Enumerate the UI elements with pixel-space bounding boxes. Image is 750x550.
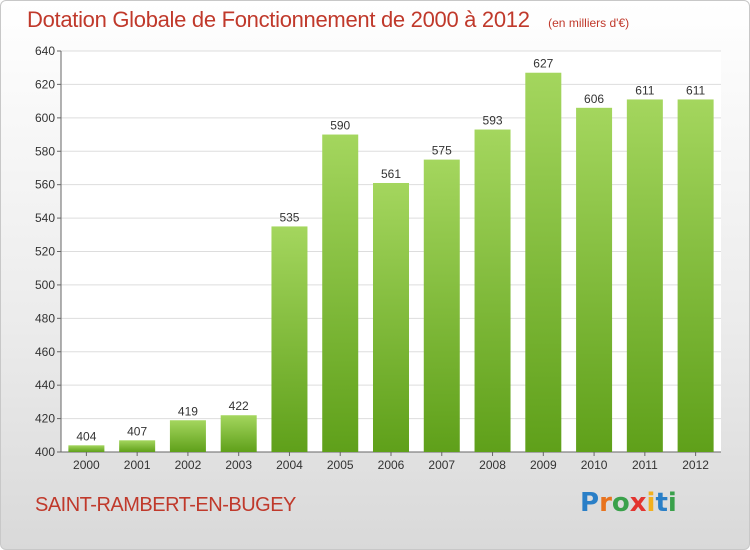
y-tick-label: 400 xyxy=(35,445,55,459)
bar-value-label: 535 xyxy=(279,210,299,224)
bar-value-label: 561 xyxy=(381,167,401,181)
y-tick-label: 560 xyxy=(35,178,55,192)
bar-value-label: 611 xyxy=(635,83,654,97)
bar-value-label: 606 xyxy=(584,92,604,106)
bar-value-label: 422 xyxy=(229,399,249,413)
bar-value-label: 404 xyxy=(76,429,96,443)
bar xyxy=(322,134,359,452)
x-tick-label: 2009 xyxy=(530,458,557,472)
bar xyxy=(373,182,409,452)
bar-value-label: 627 xyxy=(533,57,553,71)
bar-value-label: 593 xyxy=(483,114,503,128)
y-tick-label: 440 xyxy=(35,378,55,392)
bar xyxy=(169,420,206,452)
logo-letter: o xyxy=(611,488,630,518)
x-tick-label: 2001 xyxy=(124,458,151,472)
bar xyxy=(423,159,460,452)
bar xyxy=(271,226,308,452)
y-tick-label: 640 xyxy=(35,44,55,58)
logo-letter: x xyxy=(629,488,647,518)
chart-title: Dotation Globale de Fonctionnement de 20… xyxy=(27,7,530,32)
bar xyxy=(525,72,562,453)
bar-value-label: 575 xyxy=(432,144,452,158)
y-tick-label: 520 xyxy=(35,245,55,259)
bar-value-label: 407 xyxy=(127,424,147,438)
bar-value-label: 611 xyxy=(686,83,705,97)
bar xyxy=(677,99,714,453)
x-tick-label: 2002 xyxy=(175,458,202,472)
logo-letter: r xyxy=(599,488,612,518)
bar xyxy=(119,440,156,452)
x-tick-label: 2010 xyxy=(581,458,608,472)
x-tick-label: 2011 xyxy=(632,458,658,472)
logo-letter: i xyxy=(646,488,656,518)
x-tick-label: 2008 xyxy=(479,458,506,472)
y-tick-label: 500 xyxy=(35,278,55,292)
logo-letter: t xyxy=(655,488,668,518)
y-tick-label: 480 xyxy=(35,311,55,325)
x-tick-label: 2012 xyxy=(682,458,709,472)
proxiti-logo: Proxiti xyxy=(580,488,677,518)
x-tick-label: 2004 xyxy=(276,458,303,472)
bar-value-label: 419 xyxy=(178,404,198,418)
x-tick-label: 2007 xyxy=(428,458,455,472)
logo-letter: i xyxy=(667,488,677,518)
y-tick-label: 620 xyxy=(35,77,55,91)
bar-value-label: 590 xyxy=(330,119,350,133)
y-tick-label: 460 xyxy=(35,345,55,359)
y-tick-label: 420 xyxy=(35,412,55,426)
bar xyxy=(474,129,511,452)
bar xyxy=(68,445,105,452)
bar xyxy=(576,107,613,452)
x-tick-label: 2003 xyxy=(225,458,252,472)
title-row: Dotation Globale de Fonctionnement de 20… xyxy=(27,7,629,33)
x-tick-label: 2005 xyxy=(327,458,354,472)
logo-letter: P xyxy=(580,488,600,518)
y-tick-label: 580 xyxy=(35,144,55,158)
commune-name: SAINT-RAMBERT-EN-BUGEY xyxy=(35,494,296,516)
y-tick-label: 540 xyxy=(35,211,55,225)
chart-subtitle: (en milliers d'€) xyxy=(548,16,630,30)
x-tick-label: 2006 xyxy=(378,458,405,472)
y-tick-label: 600 xyxy=(35,111,55,125)
bar xyxy=(220,415,257,452)
bar xyxy=(626,99,663,453)
x-tick-label: 2000 xyxy=(73,458,100,472)
